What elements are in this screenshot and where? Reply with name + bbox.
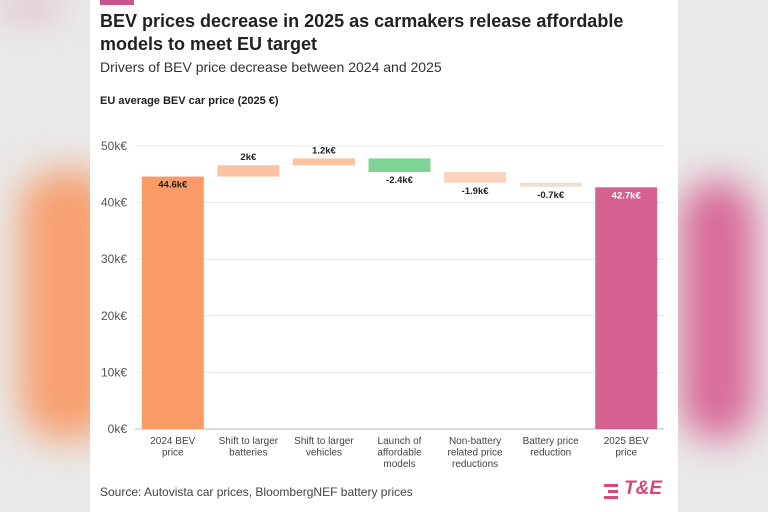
- source-note: Source: Autovista car prices, BloombergN…: [100, 485, 413, 499]
- bar: [217, 165, 280, 177]
- x-tick-label: affordable: [377, 448, 422, 459]
- te-logo: T&E: [602, 478, 672, 502]
- x-tick-label: reductions: [452, 459, 498, 470]
- chart-title: BEV prices decrease in 2025 as carmakers…: [100, 11, 624, 54]
- waterfall-chart: 0k€10k€20k€30k€40k€50k€44.6k€2024 BEVpri…: [101, 139, 664, 470]
- y-tick-label: 40k€: [101, 196, 127, 210]
- data-label: 1.2k€: [312, 145, 336, 156]
- bar: [519, 182, 582, 187]
- data-label: -0.7k€: [537, 190, 565, 201]
- x-tick-label: models: [383, 459, 415, 470]
- bar: [368, 158, 431, 173]
- x-tick-label: Shift to larger: [294, 436, 354, 447]
- y-tick-label: 30k€: [101, 252, 127, 266]
- data-label: 2k€: [240, 152, 257, 163]
- y-axis-title: EU average BEV car price (2025 €): [100, 95, 279, 107]
- logo-text: T&E: [624, 478, 662, 499]
- y-tick-label: 10k€: [101, 365, 127, 379]
- x-tick-label: Shift to larger: [219, 436, 279, 447]
- x-tick-label: Non-battery: [449, 436, 501, 447]
- data-label: 44.6k€: [158, 180, 188, 191]
- x-tick-label: batteries: [229, 448, 267, 459]
- data-label: -2.4k€: [386, 175, 414, 186]
- background-blob-top-left: [0, 0, 60, 12]
- y-tick-label: 50k€: [101, 139, 127, 153]
- data-label: 42.7k€: [612, 190, 642, 201]
- y-tick-label: 0k€: [108, 422, 128, 436]
- x-tick-label: vehicles: [306, 448, 342, 459]
- chart-card: BEV prices decrease in 2025 as carmakers…: [90, 0, 678, 512]
- bar: [292, 158, 355, 166]
- logo-stripes-icon: [604, 484, 618, 499]
- bar: [444, 172, 507, 183]
- x-tick-label: 2025 BEV: [604, 436, 649, 447]
- brand-tab: [100, 0, 134, 5]
- x-tick-label: 2024 BEV: [150, 436, 195, 447]
- background-blob-right: [680, 180, 755, 440]
- y-tick-label: 20k€: [101, 309, 127, 323]
- bar: [595, 187, 658, 429]
- x-tick-label: reduction: [530, 448, 571, 459]
- bar: [141, 176, 204, 429]
- x-tick-label: Launch of: [378, 436, 422, 447]
- x-tick-label: Battery price: [523, 436, 580, 447]
- data-label: -1.9k€: [462, 186, 490, 197]
- x-tick-label: price: [615, 448, 637, 459]
- x-tick-label: price: [162, 448, 184, 459]
- chart-subtitle: Drivers of BEV price decrease between 20…: [100, 59, 442, 75]
- x-tick-label: related price: [448, 448, 503, 459]
